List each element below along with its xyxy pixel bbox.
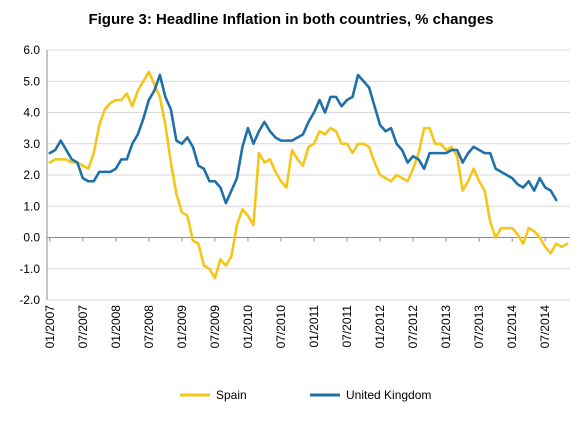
x-tick-label: 01/2010 (241, 305, 255, 349)
x-tick-label: 07/2013 (472, 305, 486, 349)
axes (46, 50, 570, 300)
y-tick-label: 1.0 (23, 199, 40, 213)
y-tick-label: 5.0 (23, 74, 40, 88)
x-tick-label: 07/2010 (274, 305, 288, 349)
legend: Spain United Kingdom (180, 388, 431, 402)
series-line-spain (48, 70, 569, 280)
x-tick-label: 07/2009 (208, 305, 222, 349)
x-tick-label: 01/2014 (505, 305, 519, 349)
y-tick-label: -2.0 (19, 293, 40, 307)
legend-label-spain: Spain (216, 388, 247, 402)
x-tick-label: 07/2011 (340, 305, 354, 348)
y-tick-label: 4.0 (23, 106, 40, 120)
x-tick-label: 07/2014 (538, 305, 552, 349)
chart-title: Figure 3: Headline Inflation in both cou… (88, 11, 493, 28)
y-tick-label: 0.0 (23, 231, 40, 245)
series-lines (48, 70, 569, 280)
x-tick-label: 07/2007 (76, 305, 90, 349)
legend-label-united-kingdom: United Kingdom (346, 388, 431, 402)
x-tick-label: 01/2008 (109, 305, 123, 349)
x-tick-label: 01/2009 (175, 305, 189, 349)
x-tick-label: 01/2007 (43, 305, 57, 349)
x-tick-label: 07/2008 (142, 305, 156, 349)
y-tick-label: 6.0 (23, 43, 40, 57)
grid-lines (47, 49, 570, 301)
y-axis-ticks: 6.0 5.0 4.0 3.0 2.0 1.0 0.0 -1.0 -2.0 (19, 43, 40, 307)
y-tick-label: -1.0 (19, 262, 40, 276)
x-tick-label: 01/2013 (439, 305, 453, 349)
series-line-united-kingdom (48, 73, 558, 205)
x-tick-label: 01/2012 (373, 305, 387, 349)
x-axis-ticks: 01/2007 07/2007 01/2008 07/2008 01/2009 07/20… (43, 237, 552, 349)
y-tick-label: 2.0 (23, 168, 40, 182)
x-tick-label: 07/2012 (406, 305, 420, 349)
y-tick-label: 3.0 (23, 137, 40, 151)
x-tick-label: 01/2011 (307, 305, 321, 348)
